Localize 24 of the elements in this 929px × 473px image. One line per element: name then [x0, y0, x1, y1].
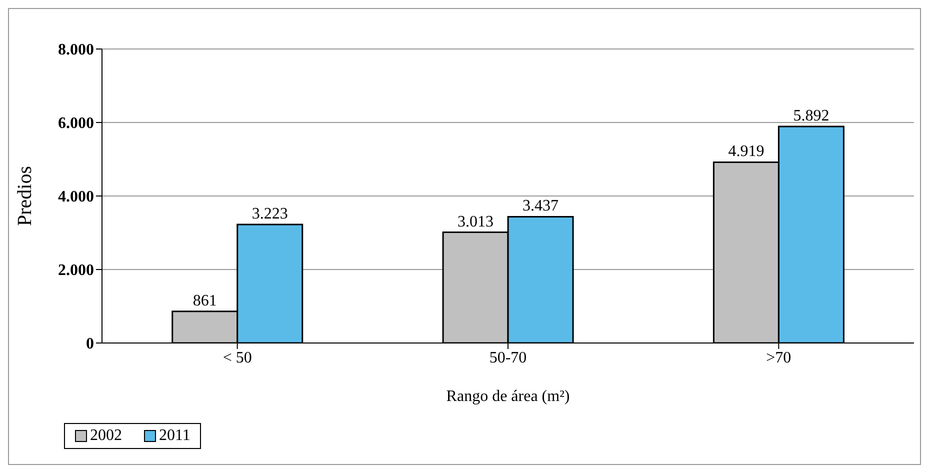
y-tick-label: 4.000	[58, 188, 94, 206]
bar	[778, 126, 844, 343]
y-tick-label: 8.000	[58, 42, 94, 59]
data-label: 3.013	[458, 213, 494, 230]
bar	[507, 216, 574, 343]
data-label: 3.223	[252, 206, 288, 223]
legend-label: 2002	[89, 427, 122, 445]
bar	[442, 232, 509, 343]
bar	[712, 161, 780, 343]
x-axis-title: Rango de área (m²)	[446, 388, 570, 405]
y-axis-title: Predios	[14, 166, 36, 226]
data-label: 4.919	[728, 143, 764, 160]
legend-label: 2011	[158, 427, 190, 445]
x-tick-label: >70	[766, 349, 792, 366]
data-label: 861	[192, 292, 217, 310]
y-tick-label: 0	[86, 336, 94, 353]
data-label: 3.437	[522, 198, 559, 215]
x-tick-label: < 50	[222, 349, 252, 366]
y-tick-label: 2.000	[58, 262, 94, 280]
bar	[236, 224, 304, 343]
y-tick-label: 6.000	[58, 115, 94, 132]
bar	[172, 310, 238, 343]
x-tick-label: 50-70	[489, 349, 527, 366]
data-label: 5.892	[793, 107, 830, 124]
